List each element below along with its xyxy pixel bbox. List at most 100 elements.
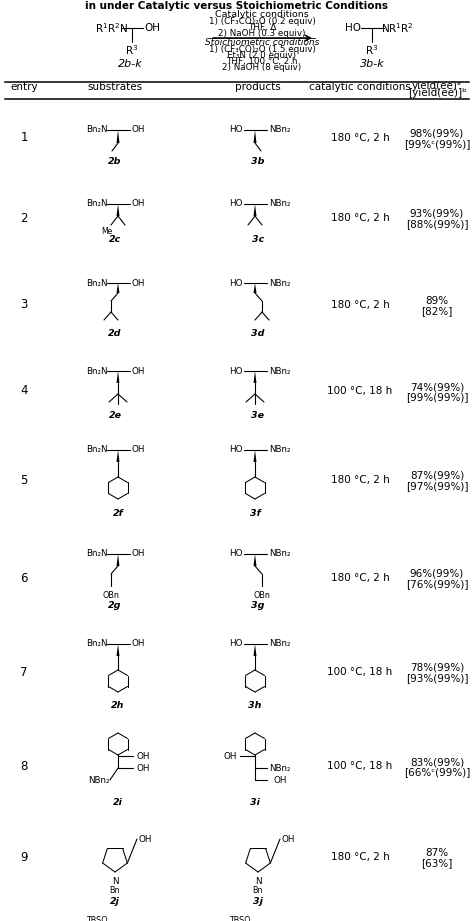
Text: yield(ee)ᵃ: yield(ee)ᵃ: [412, 81, 462, 91]
Text: N: N: [255, 877, 261, 885]
Text: TBSO: TBSO: [229, 915, 251, 921]
Text: OBn: OBn: [102, 590, 119, 600]
Polygon shape: [117, 204, 119, 216]
Text: 83%(99%): 83%(99%): [410, 757, 464, 767]
Text: OH: OH: [273, 775, 287, 785]
Text: 1) (CF₃CO)₂O (0.2 equiv): 1) (CF₃CO)₂O (0.2 equiv): [209, 17, 315, 27]
Polygon shape: [254, 283, 256, 293]
Text: HO: HO: [229, 550, 243, 558]
Polygon shape: [254, 644, 256, 656]
Text: NR$^1$R$^2$: NR$^1$R$^2$: [381, 21, 413, 35]
Text: [93%(99%)]: [93%(99%)]: [406, 673, 468, 683]
Text: substrates: substrates: [87, 82, 143, 92]
Text: 180 °C, 2 h: 180 °C, 2 h: [331, 300, 389, 310]
Text: Et₃N (2.0 equiv): Et₃N (2.0 equiv): [228, 52, 297, 61]
Text: 2j: 2j: [110, 896, 120, 905]
Polygon shape: [254, 204, 256, 216]
Text: 2g: 2g: [109, 601, 122, 611]
Text: 3d: 3d: [251, 329, 264, 337]
Text: 3i: 3i: [250, 798, 260, 807]
Text: NBn₂: NBn₂: [269, 446, 291, 454]
Text: Bn₂N: Bn₂N: [86, 446, 108, 454]
Text: R$^3$: R$^3$: [365, 43, 379, 57]
Polygon shape: [254, 554, 256, 566]
Text: HO: HO: [229, 125, 243, 134]
Text: Bn₂N: Bn₂N: [86, 550, 108, 558]
Text: 2) NaOH (8 equiv): 2) NaOH (8 equiv): [222, 64, 301, 73]
Polygon shape: [117, 371, 119, 383]
Text: entry: entry: [10, 82, 38, 92]
Text: [63%]: [63%]: [421, 858, 453, 868]
Text: 6: 6: [20, 572, 28, 585]
Text: THF, Δ: THF, Δ: [248, 24, 276, 32]
Text: Me: Me: [101, 227, 113, 236]
Text: 100 °C, 18 h: 100 °C, 18 h: [328, 667, 392, 677]
Text: 3f: 3f: [250, 508, 260, 518]
Text: OBn: OBn: [254, 590, 271, 600]
Text: in under Catalytic versus Stoichiometric Conditions: in under Catalytic versus Stoichiometric…: [85, 1, 389, 11]
Text: OH: OH: [138, 834, 152, 844]
Text: 3g: 3g: [251, 601, 264, 611]
Text: 3c: 3c: [252, 236, 264, 244]
Text: HO: HO: [229, 200, 243, 208]
Text: 3b: 3b: [251, 157, 264, 166]
Text: THF, 100 °C, 2 h: THF, 100 °C, 2 h: [226, 57, 298, 66]
Text: products: products: [235, 82, 281, 92]
Text: 100 °C, 18 h: 100 °C, 18 h: [328, 761, 392, 771]
Text: 98%(99%): 98%(99%): [410, 129, 464, 139]
Text: 3j: 3j: [253, 896, 263, 905]
Text: Catalytic conditions: Catalytic conditions: [215, 10, 309, 19]
Text: 78%(99%): 78%(99%): [410, 663, 464, 673]
Text: OH: OH: [131, 639, 145, 648]
Text: 5: 5: [20, 473, 27, 486]
Text: 100 °C, 18 h: 100 °C, 18 h: [328, 386, 392, 396]
Text: [88%(99%)]: [88%(99%)]: [406, 219, 468, 229]
Text: 180 °C, 2 h: 180 °C, 2 h: [331, 573, 389, 583]
Text: OH: OH: [131, 125, 145, 134]
Text: OH: OH: [144, 23, 160, 33]
Text: Stoichiometric conditions: Stoichiometric conditions: [205, 39, 319, 48]
Text: OH: OH: [131, 550, 145, 558]
Polygon shape: [254, 371, 256, 383]
Text: NBn₂: NBn₂: [269, 125, 291, 134]
Text: 2f: 2f: [113, 508, 123, 518]
Text: NBn₂: NBn₂: [269, 764, 291, 773]
Text: NBn₂: NBn₂: [269, 278, 291, 287]
Text: [99%ᶜ(99%)]: [99%ᶜ(99%)]: [404, 139, 470, 149]
Text: 2e: 2e: [109, 412, 121, 421]
Text: OH: OH: [131, 200, 145, 208]
Polygon shape: [254, 450, 256, 462]
Text: Bn₂N: Bn₂N: [86, 367, 108, 376]
Text: [82%]: [82%]: [421, 306, 453, 316]
Text: Bn₂N: Bn₂N: [86, 200, 108, 208]
Text: NBn₂: NBn₂: [269, 550, 291, 558]
Text: HO: HO: [229, 446, 243, 454]
Text: [76%(99%)]: [76%(99%)]: [406, 579, 468, 589]
Text: 2i: 2i: [113, 798, 123, 807]
Text: 74%(99%): 74%(99%): [410, 382, 464, 392]
Text: N: N: [112, 877, 118, 885]
Text: TBSO: TBSO: [86, 915, 108, 921]
Text: 87%(99%): 87%(99%): [410, 471, 464, 481]
Text: 2: 2: [20, 212, 28, 225]
Text: 2b: 2b: [109, 157, 122, 166]
Text: 2) NaOH (0.3 equiv): 2) NaOH (0.3 equiv): [218, 29, 306, 39]
Text: 3e: 3e: [251, 412, 264, 421]
Text: 180 °C, 2 h: 180 °C, 2 h: [331, 213, 389, 223]
Text: 1) (CF₃CO)₂O (1.5 equiv): 1) (CF₃CO)₂O (1.5 equiv): [209, 45, 315, 54]
Text: catalytic conditions: catalytic conditions: [309, 82, 411, 92]
Text: 180 °C, 2 h: 180 °C, 2 h: [331, 475, 389, 485]
Text: 180 °C, 2 h: 180 °C, 2 h: [331, 852, 389, 862]
Text: R$^1$R$^2$N: R$^1$R$^2$N: [95, 21, 128, 35]
Text: OH: OH: [281, 834, 295, 844]
Text: [99%(99%)]: [99%(99%)]: [406, 392, 468, 402]
Polygon shape: [117, 450, 119, 462]
Text: 2h: 2h: [111, 702, 125, 710]
Text: [66%ᶜ(99%)]: [66%ᶜ(99%)]: [404, 767, 470, 777]
Text: 180 °C, 2 h: 180 °C, 2 h: [331, 133, 389, 143]
Text: Bn: Bn: [110, 885, 120, 894]
Text: Bn: Bn: [253, 885, 263, 894]
Text: 2c: 2c: [109, 236, 121, 244]
Text: 3h: 3h: [248, 702, 262, 710]
Text: OH: OH: [136, 752, 150, 761]
